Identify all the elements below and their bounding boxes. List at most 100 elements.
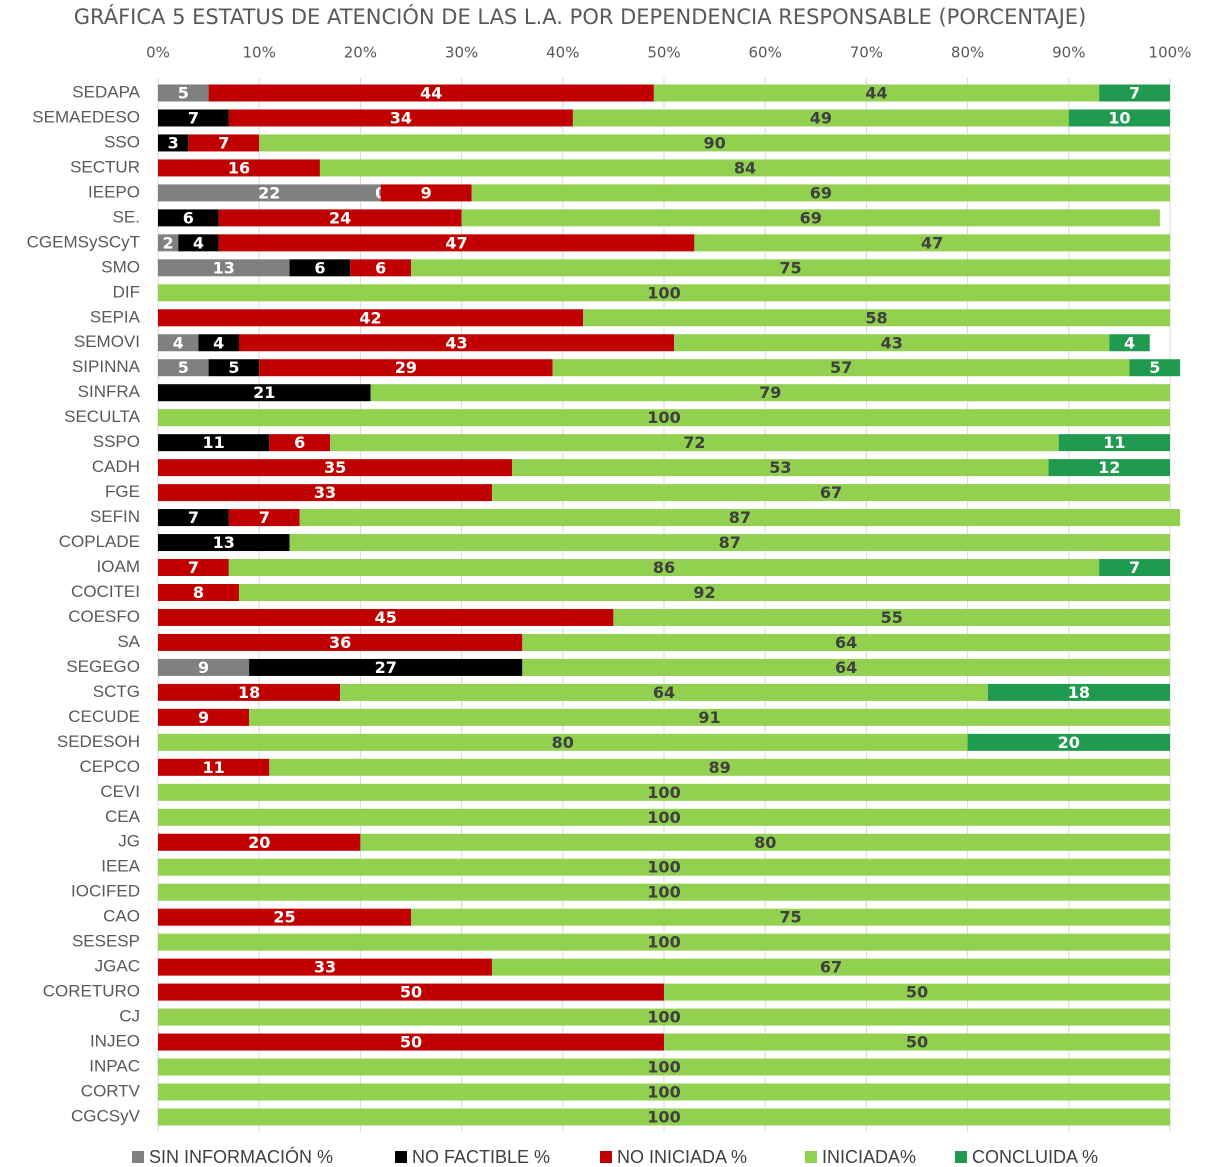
value-label: 43 (881, 333, 903, 352)
bar-segment (522, 658, 1170, 676)
y-tick-label: SECTUR (70, 157, 140, 176)
value-label: 100 (647, 1083, 680, 1102)
value-label: 69 (810, 183, 832, 202)
value-label: 43 (445, 333, 467, 352)
value-label: 49 (810, 108, 832, 127)
bar-segment (158, 633, 523, 651)
value-label: 9 (198, 658, 209, 677)
y-tick-label: FGE (105, 482, 140, 501)
bar-segment (1048, 459, 1170, 477)
y-tick-label: JGAC (95, 957, 140, 976)
value-label: 80 (754, 833, 776, 852)
legend-label: NO FACTIBLE % (412, 1147, 550, 1167)
bar-segment (158, 983, 664, 1001)
value-label: 6 (183, 208, 194, 227)
bar-segment (1109, 334, 1150, 352)
value-label: 100 (647, 1008, 680, 1027)
bar-segment (158, 658, 250, 676)
bar-segment (158, 359, 209, 377)
value-label: 87 (729, 508, 751, 527)
bar-segment (228, 559, 1100, 577)
value-label: 16 (228, 158, 250, 177)
bar-segment (1099, 559, 1170, 577)
bar-segment (158, 1008, 1170, 1026)
bar-segment (512, 459, 1049, 477)
x-tick-label: 10% (243, 44, 276, 62)
value-label: 50 (906, 1033, 928, 1052)
value-label: 79 (759, 383, 781, 402)
bar-segment (158, 459, 513, 477)
value-label: 47 (921, 233, 943, 252)
legend-swatch (955, 1151, 967, 1163)
bar-segment (158, 933, 1170, 951)
value-label: 100 (647, 783, 680, 802)
bar-segment (491, 484, 1171, 502)
bar-segment (1058, 434, 1170, 452)
bar-segment (158, 134, 189, 152)
value-label: 7 (188, 508, 199, 527)
bar-segment (249, 658, 523, 676)
bar-segment (158, 234, 179, 252)
y-tick-label: INJEO (90, 1032, 140, 1051)
bar-segment (522, 633, 1170, 651)
value-label: 11 (203, 758, 225, 777)
bar-segment (330, 434, 1059, 452)
value-label: 5 (178, 358, 189, 377)
bar-segment (158, 434, 270, 452)
y-tick-label: SEMOVI (74, 332, 140, 351)
bar-segment (158, 334, 199, 352)
value-label: 58 (865, 308, 887, 327)
y-tick-label: JG (118, 832, 140, 851)
y-tick-label: SEPIA (90, 307, 141, 326)
bar-segment (269, 434, 331, 452)
value-label: 67 (820, 958, 842, 977)
bar-segment (158, 808, 1170, 826)
x-tick-label: 80% (951, 44, 984, 62)
chart-title: GRÁFICA 5 ESTATUS DE ATENCIÓN DE LAS L.A… (74, 4, 1087, 29)
bar-segment (208, 84, 654, 102)
value-label: 7 (259, 508, 270, 527)
bar-segment (158, 284, 1170, 302)
bar-segment (653, 84, 1100, 102)
y-tick-label: IOAM (97, 557, 140, 576)
value-label: 27 (375, 658, 397, 677)
bar-segment (259, 359, 553, 377)
bar-segment (613, 608, 1170, 626)
value-label: 36 (329, 633, 351, 652)
y-tick-label: CGEMSySCyT (27, 232, 140, 251)
value-label: 8 (193, 583, 204, 602)
value-label: 84 (734, 158, 756, 177)
y-tick-label: COESFO (68, 607, 140, 626)
y-tick-label: CJ (119, 1007, 140, 1026)
value-label: 24 (329, 208, 351, 227)
x-tick-label: 40% (546, 44, 579, 62)
y-tick-label: IEEA (101, 857, 140, 876)
legend-label: CONCLUIDA % (972, 1147, 1098, 1167)
legend-swatch (395, 1151, 407, 1163)
value-label: 100 (647, 1107, 680, 1126)
bar-segment (269, 758, 1170, 776)
bar-segment (158, 1108, 1170, 1126)
value-label: 89 (709, 758, 731, 777)
bar-segment (583, 309, 1170, 327)
value-label: 100 (647, 408, 680, 427)
value-label: 100 (647, 883, 680, 902)
value-label: 64 (835, 658, 857, 677)
value-label: 2 (163, 233, 174, 252)
value-label: 50 (906, 983, 928, 1002)
y-tick-label: CORTV (81, 1081, 141, 1100)
bar-segment (299, 509, 1181, 527)
value-label: 7 (1129, 84, 1140, 103)
y-tick-label: CECUDE (68, 707, 140, 726)
bar-segment (158, 484, 492, 502)
bar-segment (259, 134, 1170, 152)
y-tick-label: SA (117, 632, 140, 651)
bar-segment (158, 683, 341, 701)
bar-segment (350, 259, 411, 277)
value-label: 9 (421, 183, 432, 202)
bar-segment (158, 184, 381, 202)
value-label: 44 (865, 84, 887, 103)
bar-segment (1129, 359, 1181, 377)
bar-segment (158, 309, 584, 327)
value-label: 34 (390, 108, 412, 127)
